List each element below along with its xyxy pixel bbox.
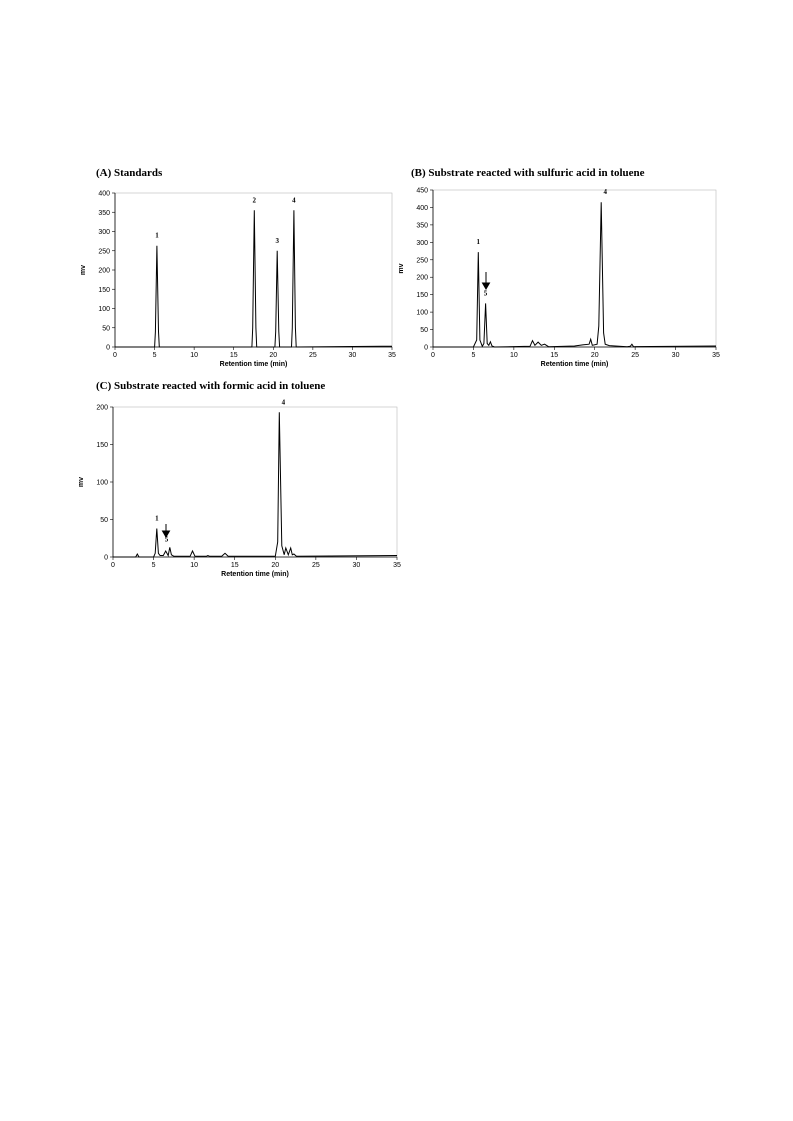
y-tick-label: 300 bbox=[98, 229, 110, 236]
x-tick-label: 10 bbox=[190, 352, 198, 359]
y-tick-label: 50 bbox=[102, 325, 110, 332]
peak-label: 4 bbox=[603, 188, 607, 196]
peak-label: 1 bbox=[477, 238, 481, 246]
y-tick-label: 150 bbox=[96, 442, 108, 449]
x-tick-label: 15 bbox=[231, 562, 239, 569]
peak-label: 2 bbox=[253, 196, 257, 204]
y-tick-label: 50 bbox=[420, 327, 428, 334]
chart-title: (B) Substrate reacted with sulfuric acid… bbox=[411, 167, 645, 179]
peak-label: 4 bbox=[292, 196, 296, 204]
x-tick-label: 35 bbox=[712, 352, 720, 359]
peak-label: 5 bbox=[484, 289, 488, 297]
y-tick-label: 100 bbox=[96, 480, 108, 487]
x-tick-label: 35 bbox=[388, 352, 396, 359]
y-tick-label: 400 bbox=[98, 191, 110, 198]
x-tick-label: 35 bbox=[393, 562, 401, 569]
x-tick-label: 10 bbox=[190, 562, 198, 569]
x-tick-label: 25 bbox=[309, 352, 317, 359]
peak-label: 1 bbox=[155, 232, 159, 240]
y-tick-label: 150 bbox=[98, 287, 110, 294]
x-tick-label: 5 bbox=[153, 352, 157, 359]
x-tick-label: 20 bbox=[269, 352, 277, 359]
x-tick-label: 5 bbox=[152, 562, 156, 569]
arrow bbox=[161, 524, 171, 538]
x-tick-label: 5 bbox=[471, 352, 475, 359]
y-tick-label: 450 bbox=[416, 188, 428, 195]
peak-label: 5 bbox=[165, 536, 169, 544]
peak-label: 1 bbox=[155, 515, 159, 523]
y-tick-label: 350 bbox=[98, 210, 110, 217]
y-axis-label: mv bbox=[78, 477, 85, 487]
y-tick-label: 0 bbox=[106, 345, 110, 352]
x-tick-label: 0 bbox=[431, 352, 435, 359]
plot-frame bbox=[112, 406, 398, 558]
plot-frame bbox=[432, 189, 717, 348]
peak-label: 4 bbox=[282, 398, 286, 406]
y-tick-label: 200 bbox=[416, 275, 428, 282]
x-tick-label: 0 bbox=[111, 562, 115, 569]
peak-label: 3 bbox=[275, 237, 279, 245]
x-tick-label: 0 bbox=[113, 352, 117, 359]
x-axis-label: Retention time (min) bbox=[541, 361, 609, 368]
arrow bbox=[481, 272, 491, 290]
y-tick-label: 50 bbox=[100, 517, 108, 524]
y-axis-label: mv bbox=[398, 263, 405, 273]
x-tick-label: 20 bbox=[591, 352, 599, 359]
chromatogram-line bbox=[113, 412, 398, 558]
y-axis-label: mv bbox=[80, 265, 87, 275]
y-tick-label: 350 bbox=[416, 222, 428, 229]
x-tick-label: 15 bbox=[230, 352, 238, 359]
chromatogram-line bbox=[433, 202, 717, 348]
y-tick-label: 150 bbox=[416, 292, 428, 299]
x-tick-label: 15 bbox=[550, 352, 558, 359]
y-tick-label: 100 bbox=[98, 306, 110, 313]
chart-title: (A) Standards bbox=[96, 167, 163, 179]
x-axis-label: Retention time (min) bbox=[221, 571, 289, 578]
y-tick-label: 400 bbox=[416, 205, 428, 212]
x-tick-label: 25 bbox=[312, 562, 320, 569]
x-tick-label: 30 bbox=[672, 352, 680, 359]
y-tick-label: 300 bbox=[416, 240, 428, 247]
x-tick-label: 10 bbox=[510, 352, 518, 359]
y-tick-label: 0 bbox=[104, 555, 108, 562]
y-tick-label: 250 bbox=[416, 257, 428, 264]
y-tick-label: 100 bbox=[416, 310, 428, 317]
chart-title: (C) Substrate reacted with formic acid i… bbox=[96, 380, 325, 392]
chart: (C) Substrate reacted with formic acid i… bbox=[78, 380, 401, 578]
x-tick-label: 25 bbox=[631, 352, 639, 359]
y-tick-label: 200 bbox=[96, 405, 108, 412]
y-tick-label: 0 bbox=[424, 345, 428, 352]
x-tick-label: 30 bbox=[349, 352, 357, 359]
y-tick-label: 250 bbox=[98, 248, 110, 255]
x-axis-label: Retention time (min) bbox=[220, 361, 288, 368]
chromatogram-line bbox=[115, 210, 393, 348]
x-tick-label: 30 bbox=[353, 562, 361, 569]
chart: (B) Substrate reacted with sulfuric acid… bbox=[398, 167, 720, 368]
x-tick-label: 20 bbox=[271, 562, 279, 569]
y-tick-label: 200 bbox=[98, 268, 110, 275]
